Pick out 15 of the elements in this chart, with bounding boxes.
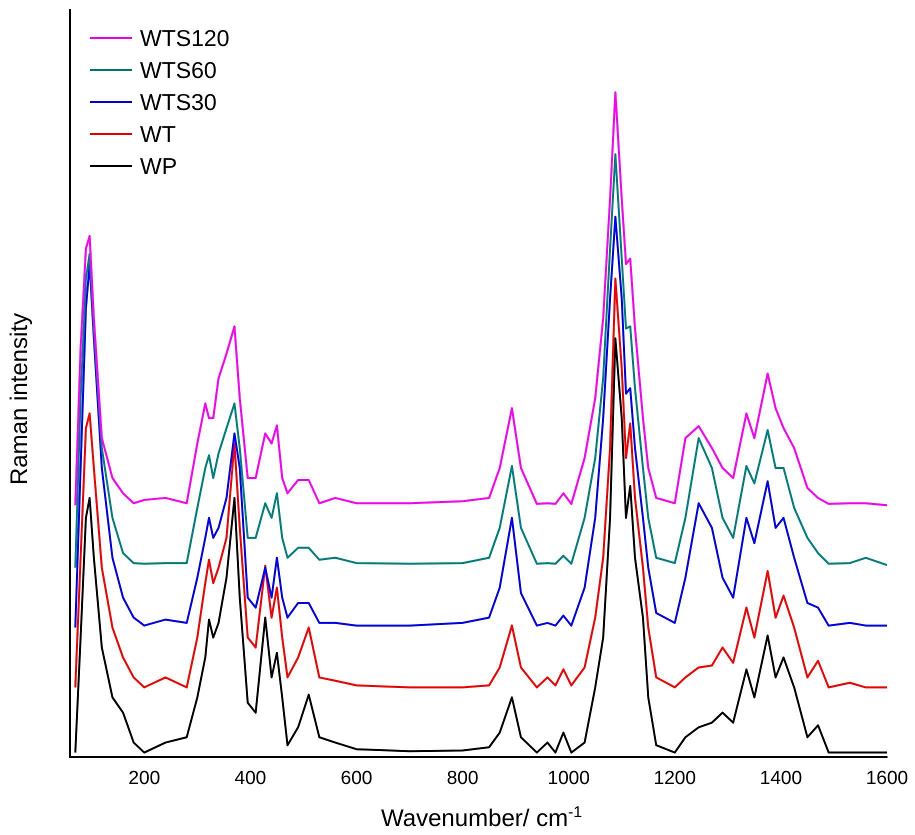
x-tick-label: 200 — [128, 768, 160, 789]
x-tick-label: 400 — [234, 768, 266, 789]
legend-label: WTS60 — [140, 56, 217, 84]
y-axis-title: Raman intensity — [6, 312, 34, 488]
x-tick-label: 1400 — [760, 768, 802, 789]
legend-label: WT — [140, 120, 176, 148]
x-tick-label: 1000 — [548, 768, 590, 789]
x-tick-label: 600 — [340, 768, 372, 789]
x-tick-label: 800 — [446, 768, 478, 789]
x-tick-label: 1200 — [654, 768, 696, 789]
x-axis-title: Wavenumber/ cm$^{-1}$ — [380, 804, 584, 833]
legend-label: WTS120 — [140, 24, 230, 52]
legend-label: WTS30 — [140, 88, 217, 116]
x-tick-label: 1600 — [866, 768, 908, 789]
legend-label: WP — [140, 152, 178, 180]
